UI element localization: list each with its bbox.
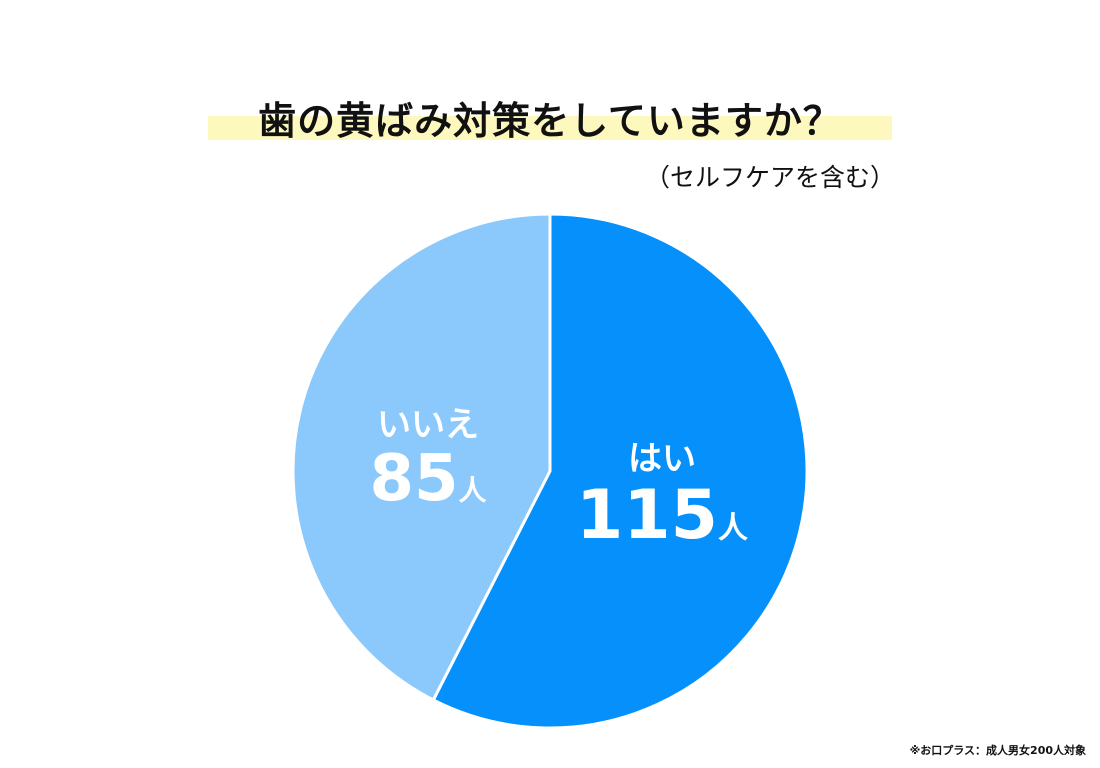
chart-title: 歯の黄ばみ対策をしていますか？ bbox=[258, 99, 842, 143]
slice-category-label-2: いいえ bbox=[377, 405, 479, 445]
title-area: 歯の黄ばみ対策をしていますか？ bbox=[208, 90, 892, 152]
slice-value-label-2: 85人 bbox=[369, 442, 486, 516]
pie-slice-2 bbox=[291, 212, 552, 702]
chart-subtitle: （セルフケアを含む） bbox=[644, 163, 895, 192]
source-footnote: ※お口プラス：成人男女200人対象 bbox=[909, 744, 1086, 757]
pie-slice-1 bbox=[431, 212, 809, 730]
slice-category-label-1: はい bbox=[628, 439, 696, 479]
slice-value-label-1: 115人 bbox=[576, 476, 748, 555]
title-highlight bbox=[208, 116, 892, 140]
